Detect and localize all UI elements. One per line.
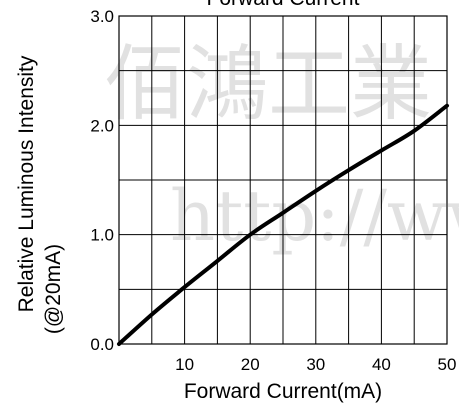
y-tick-label: 1.0 xyxy=(90,226,114,245)
x-axis-title: Forward Current(mA) xyxy=(184,380,382,403)
y-tick-label: 2.0 xyxy=(90,116,114,135)
x-tick-label: 20 xyxy=(241,355,260,374)
series xyxy=(117,103,449,346)
plot-border xyxy=(118,15,448,345)
x-tick-label: 30 xyxy=(306,355,325,374)
tick-labels: 10 20 30 40 50 0.0 1.0 2.0 3.0 xyxy=(90,7,456,374)
y-tick-label: 0.0 xyxy=(90,335,114,354)
y-tick-label: 3.0 xyxy=(90,7,114,26)
series-line xyxy=(117,103,449,346)
x-tick-label: 40 xyxy=(372,355,391,374)
watermark-line-1: 佰鴻工業 xyxy=(104,37,432,132)
watermark: 佰鴻工業 http://ww xyxy=(104,37,459,257)
x-tick-label: 10 xyxy=(175,355,194,374)
y-axis-title-line-1: Relative Luminous Intensity xyxy=(15,55,38,312)
x-tick-label: 50 xyxy=(438,355,457,374)
chart-title: Forward Current xyxy=(207,0,360,10)
grid xyxy=(119,16,447,344)
watermark-line-2: http://ww xyxy=(170,175,459,257)
y-axis-title-line-2: (@20mA) xyxy=(42,244,65,334)
plot-frame xyxy=(118,15,448,345)
